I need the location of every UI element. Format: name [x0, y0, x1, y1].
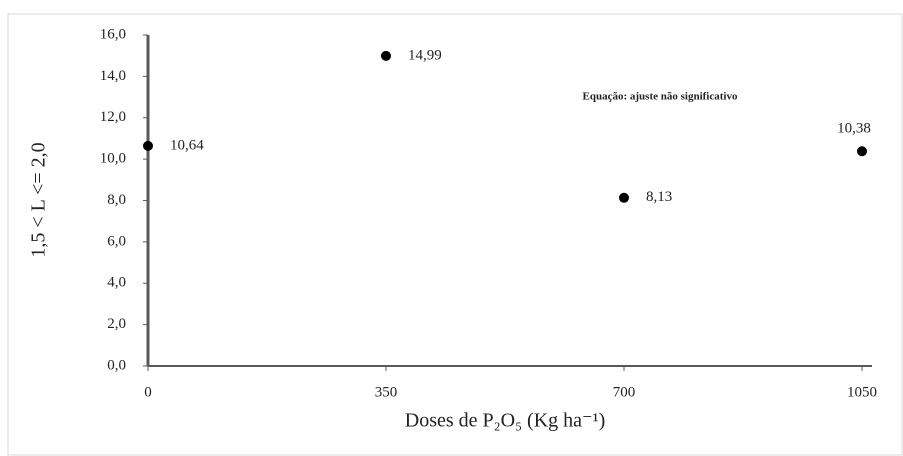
point [857, 146, 867, 157]
point [143, 140, 153, 151]
data-label: 14,99 [408, 47, 442, 63]
y-tick-label: 14,0 [100, 68, 126, 84]
y-tick-label: 0,0 [107, 357, 126, 373]
annotation: Equação: ajuste não significativo [583, 91, 738, 103]
y-tick-label: 6,0 [107, 233, 126, 249]
data-label: 10,64 [170, 137, 204, 153]
point [619, 192, 629, 203]
x-tick-label: 700 [613, 384, 636, 400]
y-tick-label: 2,0 [107, 316, 126, 332]
chart-border [7, 13, 903, 456]
y-tick-label: 10,0 [100, 151, 126, 167]
x-tick-label: 350 [375, 384, 398, 400]
y-tick-label: 4,0 [107, 275, 126, 291]
x-tick-label: 1050 [847, 384, 877, 400]
y-axis-label: 1,5 < L <= 2,0 [28, 142, 50, 257]
point [381, 50, 391, 61]
y-tick-label: 8,0 [107, 192, 126, 208]
data-label: 8,13 [646, 189, 672, 205]
data-label: 10,38 [837, 121, 871, 137]
y-tick-label: 12,0 [100, 109, 126, 125]
y-tick-label: 16,0 [100, 26, 126, 42]
x-tick-label: 0 [144, 384, 152, 400]
x-axis-label: Doses de P₂O₅ (Kg ha⁻¹) [405, 410, 605, 432]
